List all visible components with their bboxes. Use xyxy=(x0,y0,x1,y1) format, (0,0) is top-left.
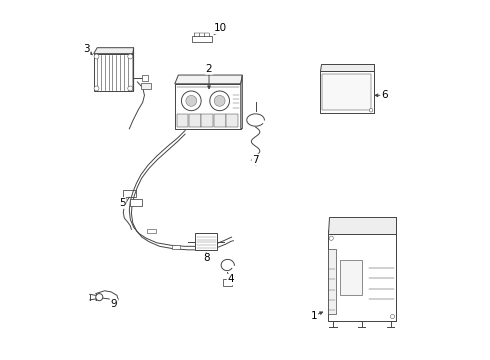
Bar xyxy=(176,114,188,127)
Text: 8: 8 xyxy=(203,253,210,263)
Bar xyxy=(340,260,362,295)
Bar xyxy=(328,234,396,321)
Circle shape xyxy=(214,95,225,106)
Circle shape xyxy=(252,158,259,165)
Bar xyxy=(141,83,151,89)
Circle shape xyxy=(128,86,133,91)
Circle shape xyxy=(186,95,196,106)
Bar xyxy=(322,74,371,110)
Circle shape xyxy=(369,108,373,112)
Text: 5: 5 xyxy=(119,198,125,208)
Polygon shape xyxy=(133,48,134,91)
Bar xyxy=(207,243,216,247)
Bar xyxy=(195,233,217,250)
Bar xyxy=(223,279,232,286)
Bar xyxy=(147,229,156,233)
Bar xyxy=(142,75,148,81)
Circle shape xyxy=(96,294,103,301)
Circle shape xyxy=(391,314,394,319)
Polygon shape xyxy=(94,48,134,54)
Text: 7: 7 xyxy=(252,154,259,165)
Bar xyxy=(201,114,213,127)
Bar xyxy=(130,199,142,207)
Text: 6: 6 xyxy=(381,90,388,100)
Circle shape xyxy=(210,91,229,111)
Circle shape xyxy=(94,54,99,59)
Bar xyxy=(226,114,238,127)
Bar xyxy=(192,36,212,42)
Circle shape xyxy=(181,91,201,111)
Text: 4: 4 xyxy=(227,274,234,284)
Bar xyxy=(94,54,133,91)
Bar xyxy=(122,189,136,197)
Bar xyxy=(172,245,180,249)
Bar xyxy=(189,114,201,127)
Bar xyxy=(175,84,241,129)
Polygon shape xyxy=(319,64,374,71)
Polygon shape xyxy=(328,217,396,234)
Polygon shape xyxy=(241,75,243,129)
Circle shape xyxy=(94,86,99,91)
Circle shape xyxy=(128,54,133,59)
Text: 2: 2 xyxy=(206,64,212,74)
Circle shape xyxy=(329,236,333,240)
Text: 1: 1 xyxy=(311,311,317,321)
Text: 3: 3 xyxy=(83,45,90,54)
Bar xyxy=(319,71,374,113)
Bar xyxy=(214,114,225,127)
Polygon shape xyxy=(175,75,243,84)
Bar xyxy=(328,249,336,314)
Text: 9: 9 xyxy=(110,299,117,309)
Text: 10: 10 xyxy=(214,23,227,33)
